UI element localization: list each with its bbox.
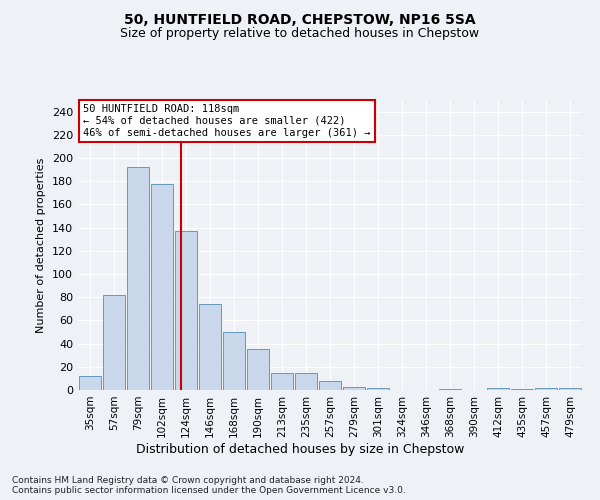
Bar	[511, 389, 533, 390]
Bar	[295, 372, 317, 390]
Bar	[103, 295, 125, 390]
Bar	[367, 388, 389, 390]
Bar	[223, 332, 245, 390]
Bar	[175, 231, 197, 390]
Y-axis label: Number of detached properties: Number of detached properties	[37, 158, 46, 332]
Bar	[559, 388, 581, 390]
Bar	[271, 372, 293, 390]
Bar	[247, 350, 269, 390]
Bar	[127, 168, 149, 390]
Text: Distribution of detached houses by size in Chepstow: Distribution of detached houses by size …	[136, 442, 464, 456]
Bar	[535, 388, 557, 390]
Bar	[199, 304, 221, 390]
Text: Size of property relative to detached houses in Chepstow: Size of property relative to detached ho…	[121, 28, 479, 40]
Bar	[439, 389, 461, 390]
Bar	[319, 380, 341, 390]
Bar	[151, 184, 173, 390]
Text: 50 HUNTFIELD ROAD: 118sqm
← 54% of detached houses are smaller (422)
46% of semi: 50 HUNTFIELD ROAD: 118sqm ← 54% of detac…	[83, 104, 371, 138]
Text: 50, HUNTFIELD ROAD, CHEPSTOW, NP16 5SA: 50, HUNTFIELD ROAD, CHEPSTOW, NP16 5SA	[124, 12, 476, 26]
Text: Contains HM Land Registry data © Crown copyright and database right 2024.
Contai: Contains HM Land Registry data © Crown c…	[12, 476, 406, 495]
Bar	[79, 376, 101, 390]
Bar	[343, 386, 365, 390]
Bar	[487, 388, 509, 390]
